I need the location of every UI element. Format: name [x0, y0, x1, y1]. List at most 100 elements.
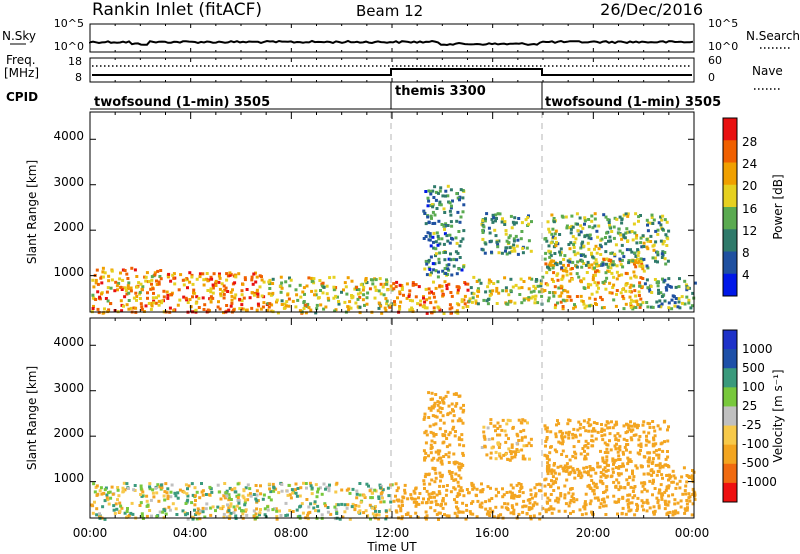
velocity-cell	[228, 514, 232, 518]
velocity-cell	[470, 484, 474, 488]
power-cell	[519, 277, 523, 281]
velocity-cell	[425, 514, 429, 518]
power-cell	[429, 244, 433, 248]
velocity-cell	[324, 504, 327, 508]
power-cell	[504, 229, 508, 233]
power-cell	[423, 306, 427, 310]
power-cell	[455, 258, 459, 262]
velocity-cell	[429, 443, 433, 447]
velocity-cell	[414, 511, 418, 515]
power-cbar-tick-4: 4	[742, 268, 750, 282]
velocity-cell	[434, 476, 438, 480]
power-cell	[356, 297, 360, 301]
velocity-cell	[613, 434, 617, 438]
power-cell	[661, 227, 665, 231]
velocity-cell	[529, 437, 533, 441]
power-cell	[132, 296, 136, 300]
power-cell	[637, 260, 641, 263]
power-cell	[494, 234, 498, 238]
velocity-cell	[106, 498, 110, 502]
power-cell	[627, 259, 631, 263]
velocity-cell	[683, 507, 687, 511]
velocity-cell	[563, 484, 567, 488]
power-cell	[621, 251, 625, 255]
power-cell	[481, 219, 485, 223]
power-cell	[458, 220, 462, 224]
velocity-cell	[635, 423, 639, 427]
velocity-cell	[480, 501, 484, 505]
power-cell	[656, 260, 659, 264]
power-cell	[529, 249, 533, 253]
power-cell	[570, 214, 574, 218]
power-cell	[234, 293, 238, 297]
velocity-cell	[549, 505, 553, 509]
velocity-cell	[642, 420, 646, 424]
velocity-cell	[520, 436, 524, 440]
velocity-cell	[448, 431, 452, 435]
velocity-cell	[648, 506, 652, 510]
velocity-cell	[628, 493, 632, 497]
velocity-cell	[496, 433, 499, 437]
velocity-cell	[214, 509, 217, 513]
power-cell	[392, 287, 396, 291]
power-cell	[190, 275, 194, 279]
velocity-cell	[414, 486, 418, 490]
velocity-cell	[546, 472, 550, 476]
power-cell	[408, 289, 412, 293]
velocity-cell	[639, 445, 643, 449]
velocity-cell	[436, 400, 440, 404]
velocity-cell	[236, 496, 240, 499]
power-cell	[357, 288, 361, 292]
power-cell	[557, 286, 561, 290]
velocity-cell	[601, 438, 605, 442]
velocity-cell	[433, 467, 437, 470]
velocity-cell	[678, 486, 682, 490]
power-cell	[454, 250, 458, 254]
power-cell	[593, 302, 597, 305]
velocity-cell	[204, 493, 208, 496]
velocity-cell	[656, 424, 660, 428]
power-cell	[153, 271, 157, 275]
velocity-cell	[600, 423, 603, 426]
velocity-cell	[343, 510, 347, 514]
power-cell	[604, 271, 608, 275]
power-cell	[390, 287, 394, 291]
velocity-cell	[227, 509, 231, 513]
power-cell	[604, 215, 608, 219]
power-cell	[559, 261, 563, 265]
velocity-cell	[562, 466, 566, 470]
velocity-cell	[381, 496, 384, 500]
velocity-cell	[95, 507, 99, 511]
power-cell	[593, 217, 597, 221]
power-cell	[638, 284, 642, 288]
velocity-cell	[613, 423, 617, 427]
velocity-cell	[531, 504, 535, 508]
velocity-cell	[605, 443, 609, 447]
velocity-cell	[400, 500, 404, 504]
power-cell	[629, 283, 633, 287]
power-cell	[450, 294, 454, 298]
power-cell	[511, 220, 515, 224]
velocity-cell	[630, 501, 634, 505]
velocity-cell	[442, 455, 446, 458]
velocity-cell	[587, 418, 591, 422]
power-cell	[648, 289, 652, 293]
power-cell	[589, 237, 593, 241]
velocity-cell	[640, 465, 644, 469]
velocity-cell	[327, 486, 331, 490]
velocity-cell	[661, 476, 664, 480]
power-cell	[631, 305, 635, 309]
velocity-cell	[552, 489, 556, 492]
power-cell	[429, 214, 433, 218]
power-cell	[380, 311, 384, 315]
velocity-cell	[640, 490, 644, 494]
velocity-cell	[666, 455, 670, 459]
velocity-cell	[460, 438, 464, 442]
velocity-cell	[611, 470, 615, 474]
power-cell	[425, 262, 429, 266]
power-cell	[449, 291, 453, 294]
velocity-cell	[641, 501, 645, 505]
velocity-cell	[605, 463, 609, 467]
velocity-cell	[98, 512, 101, 516]
velocity-cell	[110, 485, 114, 489]
